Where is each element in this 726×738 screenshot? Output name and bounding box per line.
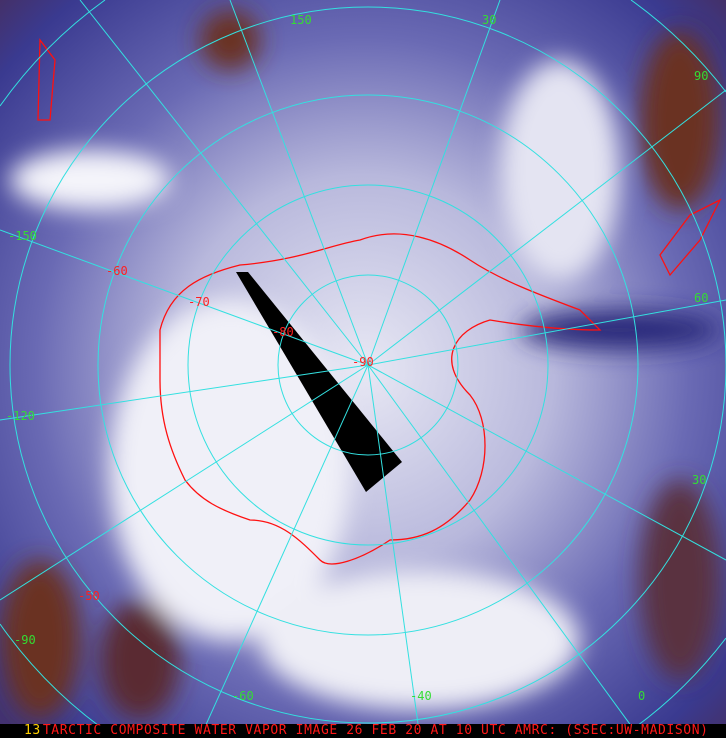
latitude-label: -70 [188,295,210,309]
caption-text: TARCTIC COMPOSITE WATER VAPOR IMAGE 26 F… [42,724,709,738]
south-america-coastline [659,198,722,277]
longitude-label: -40 [410,689,432,703]
longitude-label: 30 [482,13,497,27]
new-zealand-coastline [37,38,56,121]
antarctica-coastline [159,233,602,565]
image-caption: 13 TARCTIC COMPOSITE WATER VAPOR IMAGE 26… [0,724,726,738]
latitude-label: -80 [272,325,294,339]
latitude-label: -90 [352,355,374,369]
longitude-label: 150 [290,13,312,27]
cloud-features [0,10,720,720]
frame-number: 13 [24,724,41,738]
data-gap-wedge [236,272,402,492]
longitude-label: 30 [692,473,707,487]
longitude-label: 90 [694,69,709,83]
longitude-label: -150 [8,229,37,243]
longitude-label: -90 [14,633,36,647]
latitude-label: -60 [106,264,128,278]
longitude-label: -120 [6,409,35,423]
longitude-label: 60 [694,291,709,305]
longitude-label: -60 [232,689,254,703]
longitude-label: 0 [638,689,646,703]
latitude-label: -50 [78,589,100,603]
